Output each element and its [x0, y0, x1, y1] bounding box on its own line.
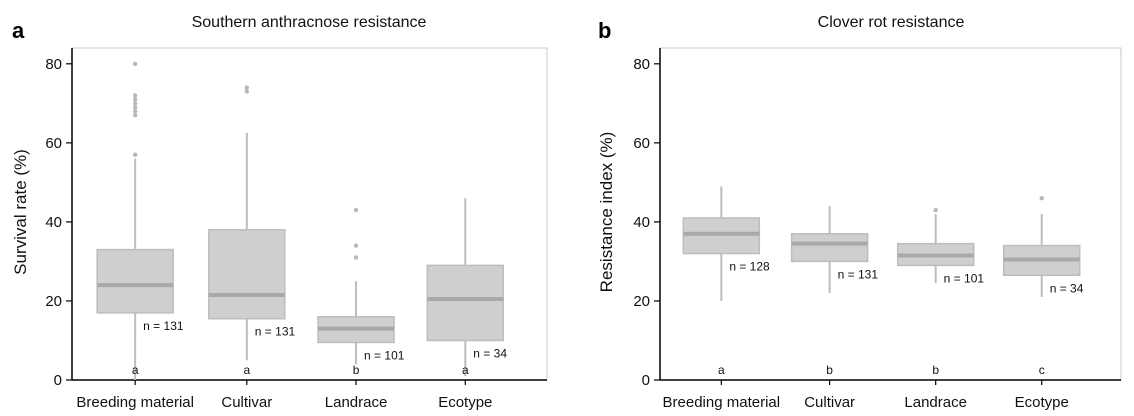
y-tick-label: 20 [45, 293, 62, 310]
box-ecotype: n = 34 c [1002, 195, 1084, 377]
n-label: n = 128 [729, 260, 770, 274]
box-breeding-material: n = 131 a [96, 61, 184, 380]
panel-letter: b [598, 18, 611, 43]
group-letter: c [1039, 363, 1045, 377]
n-label: n = 101 [364, 348, 405, 362]
n-label: n = 131 [143, 319, 184, 333]
box-cultivar: n = 131 a [208, 85, 296, 377]
y-tick-label: 40 [633, 214, 650, 231]
outlier-point [353, 207, 359, 213]
n-label: n = 34 [1050, 281, 1084, 295]
y-tick-label: 40 [45, 214, 62, 231]
chart-title: Clover rot resistance [818, 14, 965, 31]
y-tick-label: 20 [633, 293, 650, 310]
y-tick-label: 60 [633, 135, 650, 152]
group-letter: b [932, 363, 939, 377]
n-label: n = 131 [255, 325, 296, 339]
outlier-point [132, 105, 138, 110]
box-iqr [208, 229, 286, 320]
x-tick-label: Landrace [904, 394, 967, 411]
outlier-point [132, 152, 138, 157]
group-letter: a [132, 363, 139, 377]
group-letter: a [462, 363, 469, 377]
outlier-point [132, 61, 138, 67]
y-tick-label: 80 [45, 56, 62, 73]
group-letter: a [243, 363, 250, 377]
x-tick-label: Landrace [325, 394, 388, 411]
outlier-point [353, 255, 359, 260]
box-iqr [426, 264, 505, 342]
chart-title: Southern anthracnose resistance [192, 14, 427, 31]
outlier-point [1039, 195, 1044, 201]
y-axis-title: Survival rate (%) [11, 149, 30, 275]
x-tick-label: Ecotype [1015, 394, 1069, 411]
box-cultivar: n = 131 b [790, 206, 879, 377]
n-label: n = 131 [838, 267, 879, 281]
x-tick-label: Cultivar [804, 394, 855, 411]
group-letter: b [353, 363, 360, 377]
panel-letter: a [12, 18, 25, 43]
outlier-point [132, 101, 138, 106]
y-tick-label: 80 [633, 56, 650, 73]
outlier-point [132, 109, 138, 114]
outlier-point [353, 243, 359, 248]
y-axis-title: Resistance index (%) [597, 132, 616, 293]
x-tick-label: Ecotype [438, 394, 492, 411]
chart-panel-a: a Southern anthracnose resistance Survival… [11, 14, 548, 411]
chart-panel-b: b Clover rot resistance Resistance index (… [597, 14, 1122, 411]
y-tick-label: 60 [45, 135, 62, 152]
outlier-point [244, 89, 249, 94]
box-ecotype: n = 34 a [426, 198, 507, 377]
plot-frame [659, 47, 1122, 381]
outlier-point [244, 85, 249, 90]
x-tick-label: Cultivar [221, 394, 272, 411]
outlier-point [132, 97, 138, 102]
x-tick-label: Breeding material [76, 394, 194, 411]
outlier-point [933, 207, 938, 213]
box-breeding-material: n = 128 a [682, 186, 770, 377]
box-iqr [790, 233, 869, 263]
x-tick-label: Breeding material [663, 394, 781, 411]
n-label: n = 101 [944, 271, 985, 285]
n-label: n = 34 [473, 346, 507, 360]
y-tick-label: 0 [54, 372, 62, 389]
box-iqr [96, 248, 174, 314]
group-letter: a [718, 363, 725, 377]
group-letter: b [826, 363, 833, 377]
box-landrace: n = 101 b [896, 207, 985, 377]
y-tick-label: 0 [642, 372, 650, 389]
box-landrace: n = 101 b [317, 207, 405, 377]
outlier-point [132, 112, 138, 118]
outlier-point [132, 93, 138, 98]
